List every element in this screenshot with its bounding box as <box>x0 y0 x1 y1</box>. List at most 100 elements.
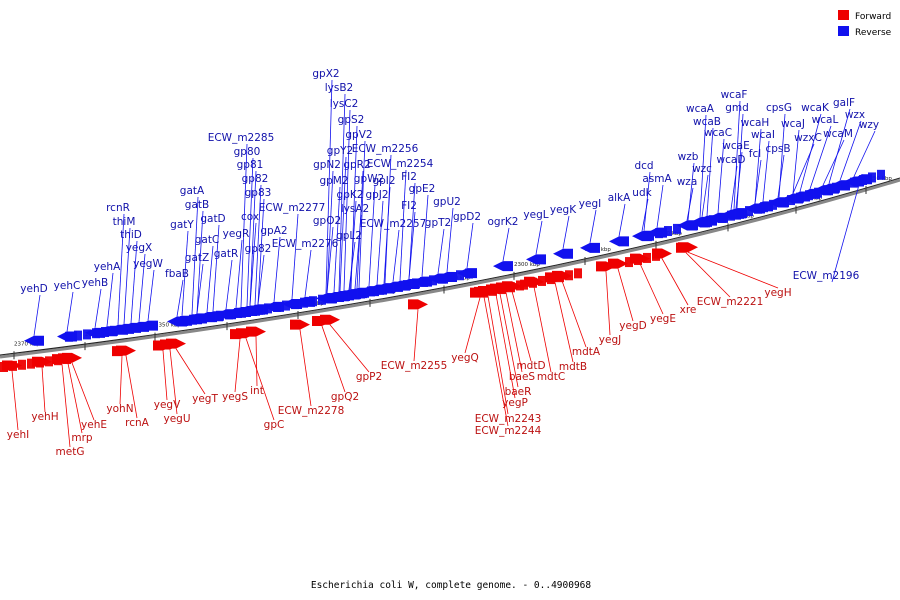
gene-yegu-label: yegU <box>163 413 190 425</box>
gene-block-segment <box>216 310 224 321</box>
gene-block-segment <box>655 228 663 239</box>
gene-gatd-label: gatD <box>200 213 225 225</box>
gene-yegh-leader <box>687 251 779 289</box>
gene-yegx-leader <box>138 253 146 322</box>
gene-wcam-label: wcaM <box>823 128 853 140</box>
gene-ecw-m2257-leader <box>392 229 400 282</box>
gene-gpq2-arrow <box>312 316 332 327</box>
gene-lysa2-label: lysA2 <box>341 203 369 215</box>
gene-gatb-label: gatB <box>185 199 209 211</box>
gene-int-leader <box>255 336 258 387</box>
gene-gpy2-label: gpY2 <box>327 145 353 157</box>
gene-block-segment <box>394 281 402 292</box>
gene-gatr-leader <box>225 259 233 310</box>
gene-wcab-label: wcaB <box>693 116 721 128</box>
gene-fbab-leader <box>176 279 184 317</box>
gene-gpw2-label: gpW2 <box>354 173 384 185</box>
gene-block-segment <box>700 217 708 228</box>
gene-block-segment <box>36 357 44 368</box>
gene-block-segment <box>18 359 26 370</box>
genome-backbone <box>0 178 900 359</box>
gene-yegd-leader <box>617 268 634 322</box>
gene-block-segment <box>367 286 375 297</box>
gene-metg-label: metG <box>56 446 85 458</box>
gene-block-segment <box>74 330 82 341</box>
gene-wcad-label: wcaD <box>717 154 746 166</box>
gene-gpw2-leader <box>368 184 376 287</box>
gene-cpsb-label: cpsB <box>765 143 790 155</box>
gene-yegs-label: yegS <box>222 391 248 403</box>
gene-yegw-leader <box>147 269 155 321</box>
gene-ecw-m2244-leader <box>483 296 509 427</box>
gene-gp82-leader <box>257 254 265 305</box>
gene-yegi-leader <box>589 209 597 243</box>
gene-thim-leader <box>123 227 131 324</box>
gene-block-segment <box>529 277 537 288</box>
gene-yegs-leader <box>234 339 241 393</box>
gene-ecw-m2221-leader <box>685 252 731 298</box>
gene-ecw-m2257-label: ECW_m2257 <box>360 218 427 230</box>
gene-gpm2-leader <box>333 186 341 293</box>
gene-asma-leader <box>656 184 664 228</box>
gene-gaty-leader <box>181 230 189 316</box>
gene-yegj-label: yegJ <box>599 334 621 346</box>
gene-block-segment <box>385 283 393 294</box>
gene-block-segment <box>877 169 885 180</box>
gene-block-segment <box>189 314 197 325</box>
gene-block-segment <box>273 301 281 312</box>
gene-wcai-leader <box>762 140 770 202</box>
gene-yeha-leader <box>106 272 114 327</box>
gene-yehi-label: yehI <box>7 429 29 441</box>
gene-yegl-leader <box>535 220 543 255</box>
gene-dcd-arrow <box>634 230 654 241</box>
gene-wcaa-leader <box>699 114 707 218</box>
gene-block-segment <box>673 223 681 234</box>
gene-block-segment <box>718 212 726 223</box>
gene-fcl-leader <box>754 159 762 204</box>
gene-baes-label: baeS <box>509 371 536 383</box>
gene-yegr-label: yegR <box>223 228 250 240</box>
gene-block-segment <box>9 360 17 371</box>
gene-lysb2-leader <box>338 93 346 292</box>
gene-block-segment <box>45 356 53 367</box>
gene-wza-leader <box>686 187 694 221</box>
gene-yegl-label: yegL <box>523 209 548 221</box>
gene-block-segment <box>547 274 555 285</box>
gene-block-segment <box>745 206 753 217</box>
gene-block-segment <box>489 285 497 296</box>
map-caption: Escherichia coli W, complete genome. - 0… <box>311 580 592 591</box>
gene-ecw-m2256-label: ECW_m2256 <box>352 143 419 155</box>
tick-label: 2350 kbp <box>155 323 181 329</box>
gene-alka-label: alkA <box>608 192 631 204</box>
gene-mrp-leader <box>67 363 83 434</box>
gene-wcad-leader <box>730 165 738 210</box>
gene-block-segment <box>760 202 768 213</box>
gene-mdtb-label: mdtB <box>559 361 587 373</box>
gene-lysb2-label: lysB2 <box>325 82 354 94</box>
gene-gpc-label: gpC <box>264 419 285 431</box>
gene-block-segment <box>429 275 437 286</box>
gene-ecw-m2196-leader <box>831 174 863 283</box>
gene-mdtb-leader <box>554 282 574 363</box>
gene-gpp2-leader <box>329 324 370 373</box>
gene-gatz-leader <box>196 263 204 314</box>
gene-wcaj-leader <box>792 129 800 194</box>
gene-galf-label: galF <box>833 97 855 109</box>
gene-yegi-label: yegI <box>579 198 601 210</box>
gene-block-segment <box>264 303 272 314</box>
gene-block-segment <box>796 192 804 203</box>
forward-strand-genes <box>0 242 698 372</box>
gene-gp82-leader <box>254 184 262 305</box>
gene-block-segment <box>110 325 118 336</box>
gene-block-segment <box>538 275 546 286</box>
gene-wcaf-label: wcaF <box>721 89 748 101</box>
gene-gpv2-leader <box>358 140 366 288</box>
gene-yehe-leader <box>71 362 95 421</box>
gene-gpr2-label: gpR2 <box>343 159 370 171</box>
gene-block-segment <box>412 278 420 289</box>
gene-wcah-label: wcaH <box>741 117 770 129</box>
gene-yegk-arrow <box>553 248 573 259</box>
gene-block-segment <box>664 226 672 237</box>
gene-gpn2-label: gpN2 <box>313 159 341 171</box>
gene-block-segment <box>574 268 582 279</box>
